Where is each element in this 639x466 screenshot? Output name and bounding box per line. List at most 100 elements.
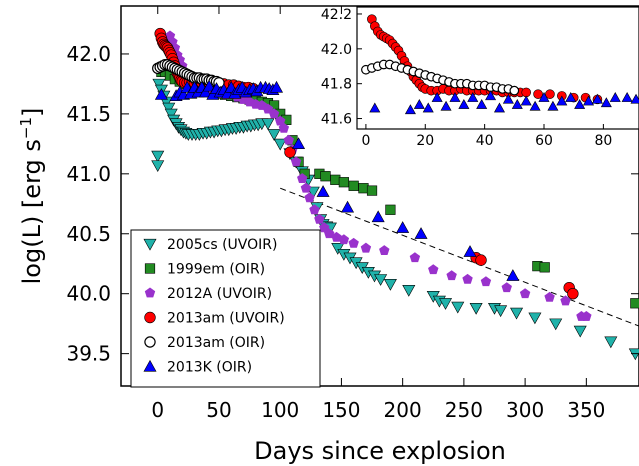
data-point <box>267 129 281 141</box>
data-point <box>338 234 350 245</box>
series-2013k-oir <box>154 79 520 281</box>
legend-marker <box>143 238 157 251</box>
inset-x-tick-label: 80 <box>594 133 612 149</box>
data-point <box>330 174 341 185</box>
data-point <box>510 307 524 320</box>
data-point <box>278 122 290 133</box>
data-point <box>371 210 385 223</box>
data-point <box>320 171 331 182</box>
data-point <box>480 276 492 287</box>
data-point <box>154 88 168 100</box>
inset-x-tick-label: 40 <box>476 133 494 149</box>
data-point <box>274 115 286 126</box>
y-axis-label-sup: −1 <box>17 117 35 139</box>
data-point <box>162 102 176 115</box>
inset-data-point <box>485 90 497 101</box>
y-axis-label: log(L) [erg s−1] <box>17 108 46 285</box>
legend-item-2005cs-uvoir: 2005cs (UVOIR) <box>143 237 277 253</box>
inset-data-point <box>574 98 586 109</box>
y-axis-label-close: ] <box>18 108 46 117</box>
legend-label: 2013K (OIR) <box>167 360 252 376</box>
series-2013am-oir <box>152 59 225 89</box>
inset-series-2013k-oir <box>369 90 639 115</box>
inset-data-point <box>547 100 559 111</box>
inset-data-point <box>591 93 603 104</box>
inset-y-tick-label: 41.6 <box>321 112 352 128</box>
inset-data-point <box>369 102 381 113</box>
data-point <box>261 118 275 131</box>
data-point <box>494 305 508 318</box>
data-point <box>297 173 308 184</box>
inset-data-point <box>509 85 520 96</box>
data-point <box>164 108 178 121</box>
data-point <box>152 78 166 91</box>
x-axis-label: Days since explosion <box>254 437 506 465</box>
legend-label: 2013am (OIR) <box>167 335 265 351</box>
inset-data-point <box>502 93 514 104</box>
data-point <box>451 301 465 314</box>
data-point <box>341 200 355 213</box>
data-point <box>316 185 330 197</box>
data-point <box>519 288 531 299</box>
x-tick-label: 300 <box>506 398 544 422</box>
x-tick-label: 150 <box>322 398 360 422</box>
data-point <box>560 295 571 306</box>
legend-item-2013am-oir: 2013am (OIR) <box>144 335 265 351</box>
inset-data-point <box>413 98 425 109</box>
inset-data-point <box>609 92 621 102</box>
data-point <box>270 80 284 93</box>
legend-item-1999em-oir: 1999em (OIR) <box>144 262 265 278</box>
data-point <box>501 282 512 293</box>
data-point <box>379 245 390 255</box>
data-point <box>300 182 312 193</box>
data-point <box>309 204 320 215</box>
data-point <box>385 204 396 215</box>
data-point <box>198 85 213 98</box>
inset-data-point <box>538 92 550 102</box>
y-tick-label: 40.5 <box>66 222 111 246</box>
data-point <box>402 285 416 297</box>
data-point <box>383 279 397 291</box>
data-point <box>573 325 587 338</box>
data-point <box>292 137 306 149</box>
x-tick-label: 350 <box>567 398 605 422</box>
inset-data-point <box>529 100 541 111</box>
main-series-group <box>151 27 639 361</box>
legend-marker <box>144 263 156 274</box>
inset-data-point <box>511 98 523 109</box>
inset-y-tick-label: 42.2 <box>321 7 352 23</box>
inset-data-point <box>545 89 555 99</box>
x-tick-label: 200 <box>384 398 422 422</box>
inset-ticks-group: 0 20 40 60 80 41.6 41.8 42.0 42.2 <box>321 7 612 149</box>
legend-box <box>130 229 321 388</box>
inset-data-point <box>556 95 568 106</box>
data-point <box>283 134 294 145</box>
data-point <box>544 291 555 302</box>
y-axis-label-base: log(L) [erg s <box>18 139 46 284</box>
data-point <box>567 287 579 300</box>
inset-plot: 0 20 40 60 80 41.6 41.8 42.0 42.2 <box>321 6 639 149</box>
data-point <box>549 318 563 331</box>
inset-data-point <box>422 102 434 113</box>
y-tick-label: 41.0 <box>66 162 111 186</box>
inset-x-tick-label: 20 <box>416 133 434 149</box>
data-point <box>539 262 550 273</box>
inset-data-point <box>565 92 577 102</box>
data-point <box>428 264 439 275</box>
data-point <box>348 237 359 248</box>
inset-series-group <box>361 14 639 115</box>
inset-data-point <box>431 92 443 102</box>
data-point <box>628 348 639 361</box>
data-point <box>469 302 483 315</box>
inset-x-tick-label: 60 <box>535 133 553 149</box>
data-point <box>604 336 618 349</box>
data-point <box>262 103 274 114</box>
data-point <box>462 273 473 284</box>
inset-data-point <box>449 92 461 102</box>
data-point <box>581 311 592 321</box>
legend: 2005cs (UVOIR) 1999em (OIR) 2012A (UVOIR) 2… <box>130 229 321 388</box>
data-point <box>409 252 421 263</box>
data-point <box>439 298 453 310</box>
data-point <box>202 79 216 92</box>
